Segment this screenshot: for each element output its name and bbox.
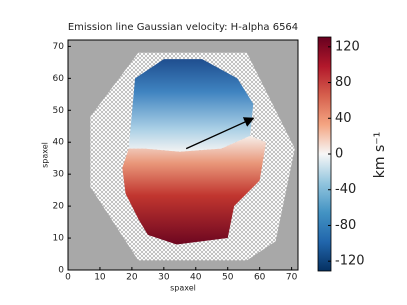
y-tick-label: 60 [53, 74, 65, 84]
y-tick-label: 20 [53, 202, 65, 212]
x-tick-label: 10 [94, 273, 106, 283]
x-tick-label: 50 [222, 273, 234, 283]
x-tick-label: 20 [126, 273, 138, 283]
colorbar-tick-label: 80 [335, 75, 352, 90]
chart-title: Emission line Gaussian velocity: H-alpha… [68, 22, 298, 33]
x-tick-label: 70 [286, 273, 298, 283]
approaching-region [128, 59, 254, 152]
y-axis-label: spaxel [41, 142, 50, 168]
receding-region [122, 135, 267, 245]
colorbar-tick-label: -120 [335, 254, 365, 269]
colorbar-tick-label: 0 [335, 147, 343, 162]
x-axis-label: spaxel [170, 284, 196, 293]
plot-area [68, 40, 298, 270]
axes-frame [67, 39, 299, 271]
direction-arrow [185, 117, 255, 150]
x-tick-label: 30 [158, 273, 170, 283]
colorbar-tick-label: 120 [335, 39, 360, 54]
colorbar-tick-label: 40 [335, 111, 352, 126]
y-tick-label: 40 [53, 138, 65, 148]
x-tick-label: 0 [65, 273, 71, 283]
x-tick-label: 60 [254, 273, 266, 283]
y-tick-label: 50 [53, 106, 65, 116]
y-tick-label: 10 [53, 234, 65, 244]
y-tick-label: 30 [53, 170, 65, 180]
colorbar-tick-label: -40 [335, 182, 356, 197]
colorbar: -120 -80 -40 0 40 80 120 km s⁻¹ [317, 36, 388, 272]
y-tick-label: 0 [58, 266, 64, 276]
colorbar-tick-label: -80 [335, 218, 356, 233]
y-tick-label: 70 [53, 42, 65, 52]
colorbar-label: km s⁻¹ [372, 132, 388, 179]
x-tick-label: 40 [190, 273, 202, 283]
axes: 0 10 20 30 40 50 60 70 0 10 20 30 40 50 60 70 spaxel spax… [41, 39, 299, 293]
